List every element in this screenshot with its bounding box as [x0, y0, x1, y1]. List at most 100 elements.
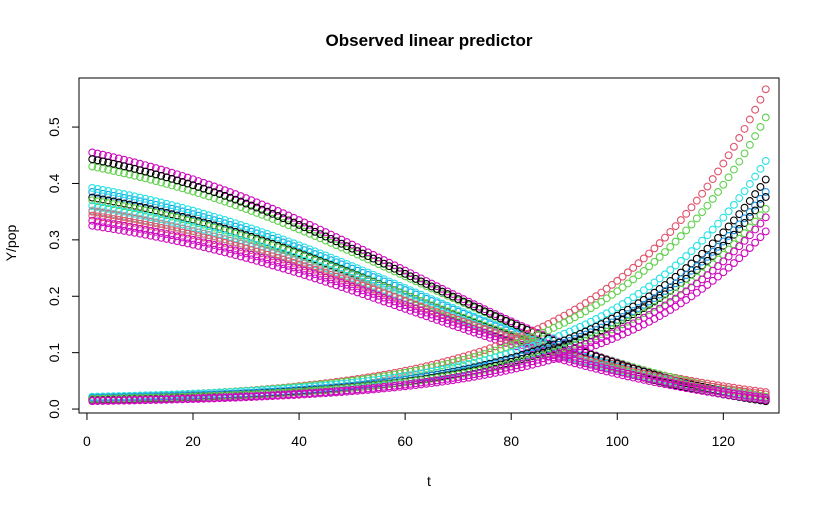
data-point [88, 206, 97, 215]
data-point [586, 343, 595, 352]
data-point [167, 231, 176, 240]
data-point [629, 293, 638, 302]
data-point [353, 284, 362, 293]
data-point [645, 377, 654, 385]
data-point [470, 367, 479, 376]
data-point [719, 257, 728, 266]
data-point [629, 263, 638, 272]
data-point [300, 243, 309, 252]
data-point [236, 252, 245, 261]
data-point [189, 175, 197, 184]
data-point [220, 235, 229, 244]
data-point [740, 249, 749, 258]
data-point [698, 257, 707, 266]
data-point [231, 190, 240, 199]
data-point [311, 247, 319, 256]
data-point [464, 326, 473, 335]
data-point [650, 297, 659, 306]
data-point [724, 252, 733, 261]
data-point [300, 223, 309, 232]
data-point [496, 367, 505, 376]
data-point [501, 363, 510, 372]
data-point [724, 232, 733, 240]
data-point [581, 345, 590, 354]
data-point [295, 241, 304, 250]
data-point [751, 201, 760, 210]
data-point [210, 394, 219, 403]
data-point [645, 249, 654, 258]
data-point [273, 391, 282, 400]
data-point [173, 206, 182, 215]
y-tick-label: 0.4 [46, 174, 62, 194]
data-point [215, 247, 224, 255]
data-point [189, 210, 197, 219]
data-point [104, 199, 113, 208]
data-point [406, 303, 415, 311]
data-point [199, 394, 208, 403]
data-point [390, 297, 399, 306]
data-point [623, 372, 632, 381]
data-point [740, 219, 749, 227]
data-point [629, 371, 638, 379]
data-point [671, 289, 680, 298]
data-point [745, 197, 754, 205]
data-point [761, 204, 770, 213]
data-point [523, 335, 532, 344]
data-point [687, 266, 696, 275]
data-point [189, 181, 197, 190]
data-point [708, 388, 717, 397]
data-point [226, 236, 235, 245]
data-point [756, 122, 765, 131]
data-point [141, 206, 150, 215]
data-point [401, 304, 410, 313]
data-point [130, 192, 139, 201]
data-point [666, 277, 675, 285]
data-point [289, 391, 298, 399]
data-point [565, 342, 574, 351]
data-point [178, 171, 187, 180]
data-point [199, 184, 208, 193]
data-point [501, 316, 510, 325]
data-point [475, 351, 484, 360]
data-point [173, 237, 182, 246]
data-point [263, 259, 272, 268]
data-point [220, 394, 229, 402]
y-tick-label: 0.1 [46, 343, 62, 363]
data-point [751, 217, 760, 226]
data-point [676, 216, 685, 225]
data-point [104, 209, 113, 218]
data-point [645, 374, 654, 383]
data-point [735, 242, 744, 251]
data-point [178, 228, 187, 237]
data-point [565, 337, 574, 345]
data-point [740, 229, 749, 238]
data-point [729, 391, 738, 400]
data-point [120, 202, 129, 211]
data-point [252, 226, 261, 235]
data-point [295, 220, 304, 229]
data-point [273, 263, 282, 271]
data-point [364, 292, 372, 300]
data-point [661, 377, 669, 386]
data-point [252, 244, 261, 253]
data-point [417, 306, 425, 315]
data-point [98, 213, 107, 222]
data-point [459, 369, 468, 378]
data-point [671, 382, 680, 391]
data-point [215, 195, 224, 204]
data-point [279, 264, 288, 273]
data-point [242, 241, 251, 250]
data-point [385, 299, 394, 308]
data-point [448, 313, 457, 322]
data-point [454, 319, 463, 328]
data-point [533, 359, 542, 368]
data-point [157, 233, 166, 242]
data-point [698, 386, 707, 395]
data-point [565, 350, 574, 359]
data-point [395, 299, 404, 308]
data-point [650, 378, 659, 387]
data-point [756, 182, 765, 191]
data-point [740, 203, 749, 212]
data-point [454, 354, 463, 363]
data-point [687, 220, 696, 229]
